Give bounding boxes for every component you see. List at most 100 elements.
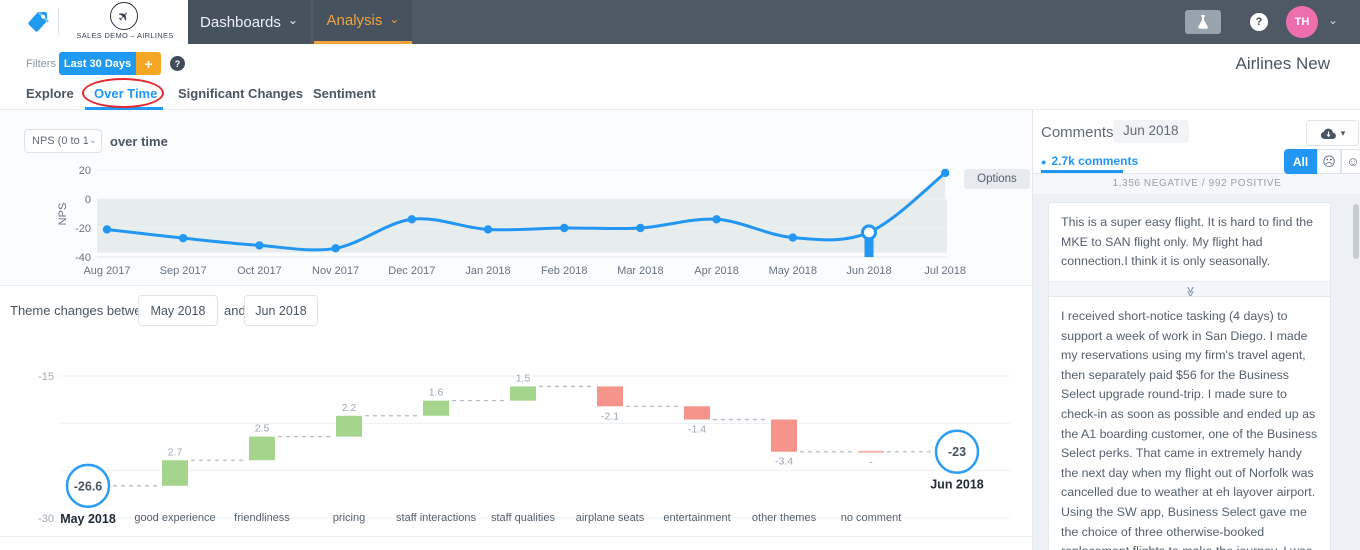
comments-header: Comments: bbox=[1041, 124, 1118, 141]
svg-text:-20: -20 bbox=[75, 223, 91, 235]
svg-text:staff qualities: staff qualities bbox=[491, 512, 556, 524]
svg-text:May 2018: May 2018 bbox=[769, 265, 817, 277]
page-title: Airlines New bbox=[1235, 54, 1330, 73]
tab-explore[interactable]: Explore bbox=[26, 86, 74, 101]
svg-text:2.2: 2.2 bbox=[342, 402, 357, 414]
svg-text:NPS: NPS bbox=[57, 203, 69, 226]
help-button[interactable]: ? bbox=[1250, 13, 1268, 31]
nav-analysis[interactable]: Analysis ⌄ bbox=[314, 0, 412, 44]
comments-panel: Comments: Jun 2018 ▾ ● 2.7k comments All … bbox=[1032, 110, 1360, 550]
svg-text:Dec 2017: Dec 2017 bbox=[388, 265, 435, 277]
sentiment-filter-negative-button[interactable]: ☹ bbox=[1317, 149, 1341, 174]
from-month-button[interactable]: May 2018 bbox=[138, 295, 218, 326]
sentiment-filter-all-button[interactable]: All bbox=[1284, 149, 1317, 174]
theme-changes-conjunction: and bbox=[224, 303, 246, 318]
svg-text:0: 0 bbox=[85, 194, 91, 206]
chevron-down-icon: ⌄ bbox=[287, 13, 298, 27]
svg-text:Jun 2018: Jun 2018 bbox=[846, 265, 891, 277]
svg-text:-2.1: -2.1 bbox=[601, 410, 619, 422]
tab-over-time[interactable]: Over Time bbox=[94, 86, 158, 101]
cloud-download-icon bbox=[1320, 128, 1336, 139]
chart-options-button[interactable]: Options bbox=[964, 169, 1030, 189]
over-time-suffix: over time bbox=[110, 134, 168, 149]
expand-comment-button[interactable]: ≫ bbox=[1049, 280, 1330, 301]
active-tab-underline bbox=[85, 107, 163, 110]
comments-scrollbar[interactable] bbox=[1353, 204, 1359, 259]
svg-text:1.6: 1.6 bbox=[429, 387, 444, 399]
comment-card[interactable]: I received short-notice tasking (4 days)… bbox=[1048, 296, 1331, 550]
svg-text:-3.4: -3.4 bbox=[775, 456, 793, 468]
svg-text:2.5: 2.5 bbox=[255, 423, 270, 435]
svg-text:-1.4: -1.4 bbox=[688, 424, 706, 436]
bottom-hairline bbox=[0, 536, 1032, 537]
comment-text: I received short-notice tasking (4 days)… bbox=[1061, 309, 1318, 550]
happy-face-icon: ☺ bbox=[1346, 154, 1360, 169]
top-bar: ✈ SALES DEMO – AIRLINES Dashboards ⌄ Ana… bbox=[0, 0, 1360, 44]
export-button[interactable]: ▾ bbox=[1306, 120, 1359, 146]
comments-period-chip[interactable]: Jun 2018 bbox=[1113, 120, 1189, 143]
svg-text:airplane seats: airplane seats bbox=[576, 512, 645, 524]
svg-text:May 2018: May 2018 bbox=[60, 512, 116, 526]
to-month-button[interactable]: Jun 2018 bbox=[244, 295, 318, 326]
date-filter-chip[interactable]: Last 30 Days bbox=[59, 52, 136, 75]
topbar-divider bbox=[58, 8, 59, 35]
analysis-tabs: Explore Over Time Significant Changes Se… bbox=[0, 78, 1360, 110]
caret-down-icon: ▾ bbox=[1340, 127, 1346, 138]
client-name: SALES DEMO – AIRLINES bbox=[76, 31, 174, 40]
svg-text:friendliness: friendliness bbox=[234, 512, 290, 524]
metric-dropdown[interactable]: NPS (0 to 10 ⌄ bbox=[24, 129, 102, 153]
svg-text:Jan 2018: Jan 2018 bbox=[465, 265, 510, 277]
svg-text:Oct 2017: Oct 2017 bbox=[237, 265, 282, 277]
user-avatar[interactable]: TH bbox=[1286, 6, 1318, 38]
user-menu-chevron-icon[interactable]: ⌄ bbox=[1328, 13, 1339, 27]
brand-tag-logo-icon[interactable] bbox=[26, 9, 52, 35]
comments-list[interactable]: This is a super easy flight. It is hard … bbox=[1033, 194, 1360, 550]
tab-sentiment[interactable]: Sentiment bbox=[313, 86, 376, 101]
filters-help-icon[interactable]: ? bbox=[170, 56, 185, 71]
svg-text:Sep 2017: Sep 2017 bbox=[160, 265, 207, 277]
svg-text:good experience: good experience bbox=[134, 512, 215, 524]
svg-text:-: - bbox=[869, 457, 873, 469]
svg-text:-40: -40 bbox=[75, 252, 91, 264]
svg-text:Apr 2018: Apr 2018 bbox=[694, 265, 739, 277]
svg-text:1.5: 1.5 bbox=[516, 372, 531, 384]
avatar-initials: TH bbox=[1294, 16, 1310, 28]
svg-text:no comment: no comment bbox=[841, 512, 902, 524]
svg-text:-15: -15 bbox=[38, 371, 54, 383]
filters-label: Filters bbox=[26, 58, 56, 70]
chevron-down-icon: ⌄ bbox=[389, 11, 400, 26]
lab-flask-button[interactable] bbox=[1185, 10, 1221, 34]
comments-active-tab-underline bbox=[1041, 170, 1123, 173]
svg-text:entertainment: entertainment bbox=[663, 512, 730, 524]
theme-waterfall-chart[interactable]: -15 -30 2.7 good experience 2.5 friendliness 2… bbox=[0, 338, 1032, 543]
svg-text:Nov 2017: Nov 2017 bbox=[312, 265, 359, 277]
flask-icon bbox=[1198, 15, 1208, 29]
svg-text:20: 20 bbox=[79, 165, 91, 177]
svg-text:other themes: other themes bbox=[752, 512, 817, 524]
svg-text:pricing: pricing bbox=[333, 512, 365, 524]
theme-changes-prefix: Theme changes between bbox=[10, 303, 156, 318]
chevron-down-icon: ⌄ bbox=[87, 130, 97, 152]
nav-dashboards[interactable]: Dashboards ⌄ bbox=[188, 0, 310, 44]
svg-text:Feb 2018: Feb 2018 bbox=[541, 265, 587, 277]
comment-card[interactable]: This is a super easy flight. It is hard … bbox=[1048, 202, 1331, 302]
sentiment-filter-positive-button[interactable]: ☺ bbox=[1341, 149, 1360, 174]
svg-text:-26.6: -26.6 bbox=[74, 479, 103, 493]
nps-over-time-section: 20 0 -20 -40 Aug 2017 Sep 2017 Oct 2017 Nov 201… bbox=[0, 110, 1032, 286]
svg-text:2.7: 2.7 bbox=[168, 446, 183, 458]
svg-text:staff interactions: staff interactions bbox=[396, 512, 476, 524]
svg-text:-23: -23 bbox=[948, 445, 966, 459]
theme-changes-controls: Theme changes between May 2018 and Jun 2… bbox=[0, 294, 1032, 330]
comments-tab-divider bbox=[1033, 173, 1360, 174]
svg-text:Jun 2018: Jun 2018 bbox=[930, 478, 984, 492]
nav-dashboards-label: Dashboards bbox=[200, 13, 281, 31]
add-filter-button[interactable]: + bbox=[136, 52, 161, 75]
main-nav-bar: Dashboards ⌄ Analysis ⌄ ? TH ⌄ bbox=[188, 0, 1360, 44]
svg-text:Aug 2017: Aug 2017 bbox=[83, 265, 130, 277]
comment-text: This is a super easy flight. It is hard … bbox=[1061, 215, 1314, 269]
tab-significant-changes[interactable]: Significant Changes bbox=[178, 86, 303, 101]
svg-text:Mar 2018: Mar 2018 bbox=[617, 265, 663, 277]
blue-dot-icon: ● bbox=[1041, 157, 1047, 167]
comments-count-tab[interactable]: ● 2.7k comments bbox=[1041, 154, 1138, 168]
